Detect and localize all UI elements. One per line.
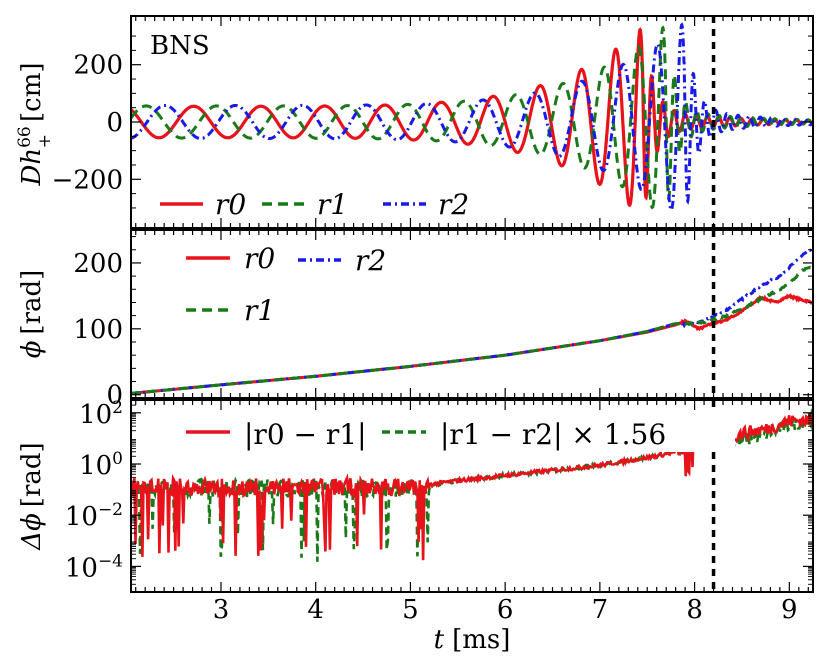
strain-legend: r0 r1 r2 <box>160 188 469 221</box>
legend-label-r0: r0 <box>244 242 275 275</box>
phase-series-r0 <box>131 293 813 395</box>
legend-label-r1: r1 <box>244 294 275 327</box>
legend-label-r0: r0 <box>215 188 246 221</box>
strain-y-label: Dh66+[cm] <box>15 63 55 187</box>
y-tick-label: 100 <box>73 315 123 345</box>
x-tick-label: 6 <box>497 595 514 625</box>
strain-y-label-text: Dh66+[cm] <box>15 63 55 187</box>
y-tick-label: 0 <box>106 381 123 411</box>
legend-label-r1: r1 <box>317 188 348 221</box>
phase-legend: r0 r2 r1 <box>186 242 386 327</box>
x-tick-label: 8 <box>686 595 703 625</box>
x-tick-label: 5 <box>402 595 419 625</box>
legend-label-r2: r2 <box>355 244 386 277</box>
y-tick-label: 200 <box>73 249 123 279</box>
phase-panel: 0 100 200 ϕ[rad] r0 r2 r1 <box>17 229 814 411</box>
phase-series-r1 <box>131 265 813 395</box>
legend-label-r2: r2 <box>438 188 469 221</box>
phase-y-label-text: ϕ[rad] <box>17 270 47 359</box>
x-tick-label: 7 <box>592 595 609 625</box>
phase-y-label: ϕ[rad] <box>17 270 47 359</box>
y-tick-label: 200 <box>73 51 123 81</box>
strain-series-r2 <box>131 22 813 212</box>
strain-panel: −200 0 200 BNS Dh66+[cm] r0 r1 r2 <box>15 15 814 229</box>
y-tick-label: 100 <box>79 449 123 481</box>
phase-x-ticks <box>135 230 809 398</box>
phase-diff-panel: 10−4 10−2 100 102 Δϕ[rad] |r0 − r1| |r1 − r2… <box>17 398 814 593</box>
strain-y-ticks: −200 0 200 <box>52 35 813 209</box>
y-tick-label: 10−4 <box>65 551 123 583</box>
x-tick-label: 9 <box>781 595 798 625</box>
bns-annotation: BNS <box>150 31 210 61</box>
legend-label-r0-r1: |r0 − r1| <box>244 418 367 451</box>
phase-diff-legend: |r0 − r1| |r1 − r2| × 1.56 <box>175 412 735 452</box>
x-tick-label: 3 <box>213 595 230 625</box>
strain-series-group <box>131 22 813 212</box>
y-tick-label: 10−2 <box>65 500 123 532</box>
phase-axes-frame <box>130 229 814 399</box>
strain-axes-frame <box>130 15 814 229</box>
strain-series-r1 <box>131 25 813 210</box>
phase-diff-axes-frame <box>130 399 814 593</box>
y-tick-label: 0 <box>106 108 123 138</box>
y-tick-label: −200 <box>52 165 123 195</box>
phase-series-group <box>131 246 813 395</box>
phase-diff-y-label-text: Δϕ[rad] <box>17 442 47 550</box>
legend-background <box>175 412 735 452</box>
x-axis-label: t [ms] <box>434 625 511 655</box>
legend-label-r1-r2: |r1 − r2| × 1.56 <box>440 418 666 451</box>
y-tick-label: 102 <box>79 398 123 430</box>
phase-diff-y-label: Δϕ[rad] <box>17 442 47 550</box>
x-tick-label: 4 <box>307 595 324 625</box>
phase-y-ticks: 0 100 200 <box>73 236 813 411</box>
x-tick-labels: 3 4 5 6 7 8 9 <box>213 595 798 625</box>
